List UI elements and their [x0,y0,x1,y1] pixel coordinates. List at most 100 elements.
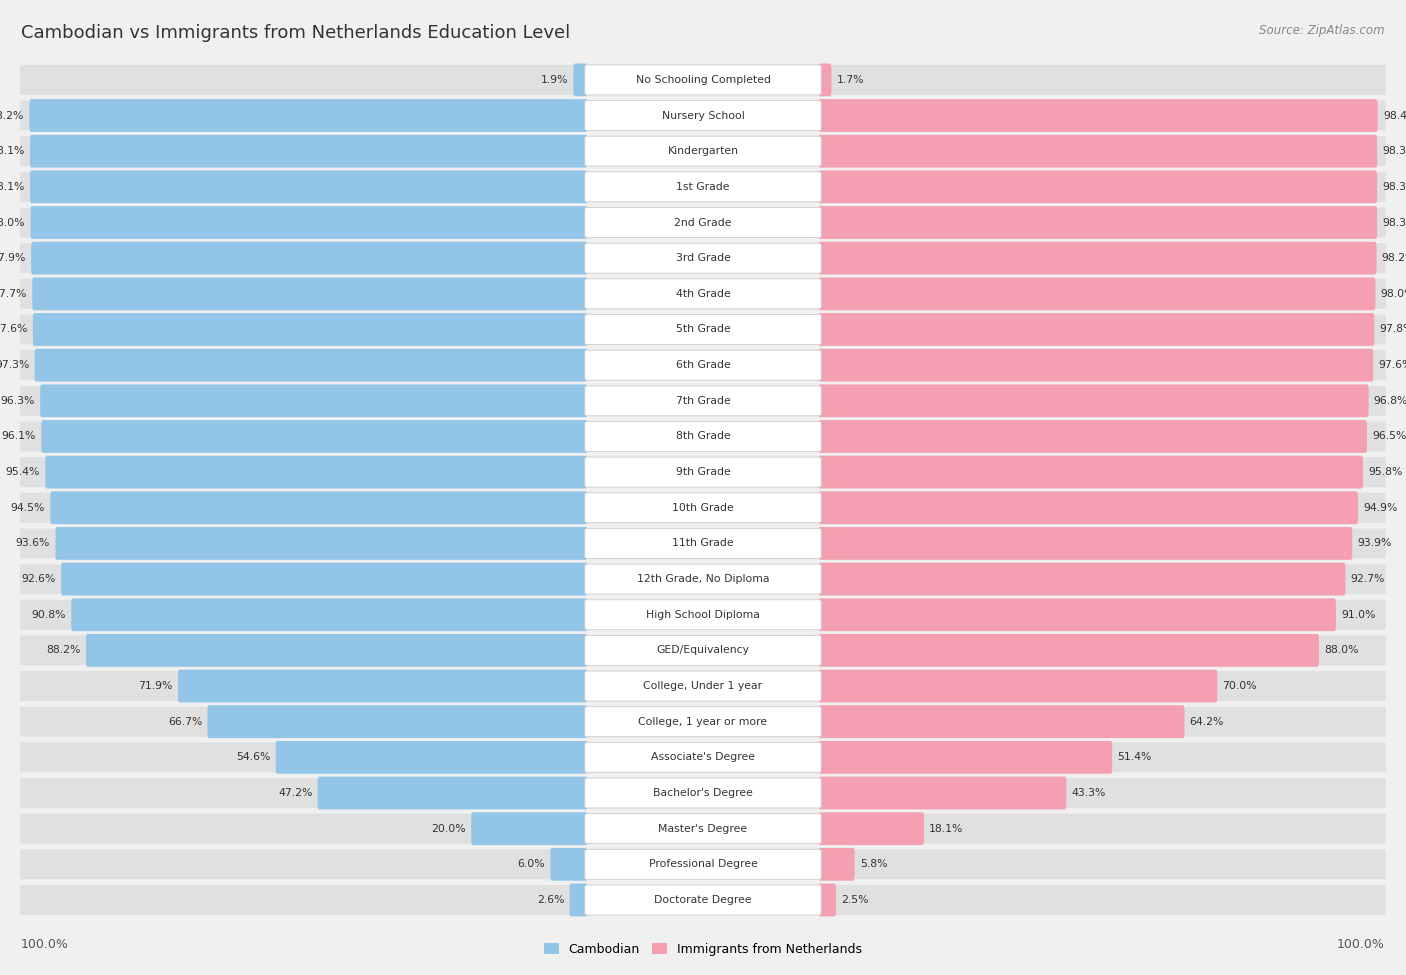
FancyBboxPatch shape [55,527,588,560]
FancyBboxPatch shape [585,350,821,380]
Text: Source: ZipAtlas.com: Source: ZipAtlas.com [1260,24,1385,37]
FancyBboxPatch shape [585,707,821,737]
FancyBboxPatch shape [818,420,1367,452]
Text: 98.3%: 98.3% [1382,146,1406,156]
FancyBboxPatch shape [585,814,821,843]
FancyBboxPatch shape [20,849,1386,879]
Text: 97.6%: 97.6% [1378,360,1406,370]
FancyBboxPatch shape [818,705,1184,738]
FancyBboxPatch shape [818,99,1378,132]
Text: Cambodian vs Immigrants from Netherlands Education Level: Cambodian vs Immigrants from Netherlands… [21,24,571,42]
Legend: Cambodian, Immigrants from Netherlands: Cambodian, Immigrants from Netherlands [538,938,868,961]
FancyBboxPatch shape [51,491,588,525]
FancyBboxPatch shape [585,742,821,772]
Text: 64.2%: 64.2% [1189,717,1225,726]
FancyBboxPatch shape [276,741,588,774]
FancyBboxPatch shape [585,100,821,131]
FancyBboxPatch shape [585,421,821,451]
Text: 20.0%: 20.0% [432,824,465,834]
FancyBboxPatch shape [818,313,1374,346]
FancyBboxPatch shape [45,455,588,488]
Text: 98.1%: 98.1% [0,146,25,156]
FancyBboxPatch shape [20,172,1386,202]
Text: 94.9%: 94.9% [1364,503,1398,513]
Text: Bachelor's Degree: Bachelor's Degree [652,788,754,798]
Text: 88.0%: 88.0% [1324,645,1358,655]
FancyBboxPatch shape [818,455,1362,488]
Text: 98.3%: 98.3% [1382,182,1406,192]
Text: 100.0%: 100.0% [21,938,69,951]
Text: 90.8%: 90.8% [31,609,66,620]
FancyBboxPatch shape [585,386,821,415]
Text: 5.8%: 5.8% [860,859,887,870]
FancyBboxPatch shape [818,278,1375,310]
Text: 98.2%: 98.2% [1382,254,1406,263]
FancyBboxPatch shape [818,812,924,845]
FancyBboxPatch shape [20,386,1386,415]
Text: 93.9%: 93.9% [1357,538,1392,548]
Text: 18.1%: 18.1% [929,824,963,834]
Text: 96.8%: 96.8% [1374,396,1406,406]
Text: 1.9%: 1.9% [541,75,568,85]
FancyBboxPatch shape [20,814,1386,843]
Text: 88.2%: 88.2% [46,645,80,655]
FancyBboxPatch shape [20,65,1386,95]
FancyBboxPatch shape [20,492,1386,523]
FancyBboxPatch shape [585,528,821,559]
Text: 97.9%: 97.9% [0,254,25,263]
Text: Master's Degree: Master's Degree [658,824,748,834]
FancyBboxPatch shape [179,670,588,702]
FancyBboxPatch shape [20,279,1386,309]
FancyBboxPatch shape [585,315,821,344]
FancyBboxPatch shape [574,63,588,97]
FancyBboxPatch shape [20,528,1386,559]
FancyBboxPatch shape [20,315,1386,344]
FancyBboxPatch shape [20,671,1386,701]
FancyBboxPatch shape [585,849,821,879]
FancyBboxPatch shape [31,242,588,275]
FancyBboxPatch shape [818,242,1376,275]
FancyBboxPatch shape [72,599,588,631]
FancyBboxPatch shape [818,563,1346,596]
FancyBboxPatch shape [585,457,821,488]
FancyBboxPatch shape [20,885,1386,915]
Text: 1st Grade: 1st Grade [676,182,730,192]
FancyBboxPatch shape [20,742,1386,772]
FancyBboxPatch shape [585,492,821,523]
FancyBboxPatch shape [818,135,1376,168]
FancyBboxPatch shape [818,206,1376,239]
Text: 97.6%: 97.6% [0,325,28,334]
Text: 97.3%: 97.3% [0,360,30,370]
Text: 71.9%: 71.9% [138,682,173,691]
Text: 95.4%: 95.4% [6,467,39,477]
FancyBboxPatch shape [569,883,588,916]
FancyBboxPatch shape [41,420,588,452]
Text: 10th Grade: 10th Grade [672,503,734,513]
Text: 2.5%: 2.5% [841,895,869,905]
FancyBboxPatch shape [20,243,1386,273]
Text: 96.5%: 96.5% [1372,432,1406,442]
FancyBboxPatch shape [585,136,821,166]
Text: 43.3%: 43.3% [1071,788,1107,798]
FancyBboxPatch shape [32,313,588,346]
FancyBboxPatch shape [585,671,821,701]
Text: 70.0%: 70.0% [1222,682,1257,691]
FancyBboxPatch shape [585,636,821,665]
Text: 2nd Grade: 2nd Grade [675,217,731,227]
FancyBboxPatch shape [818,491,1358,525]
Text: 5th Grade: 5th Grade [676,325,730,334]
FancyBboxPatch shape [585,65,821,95]
Text: 97.8%: 97.8% [1379,325,1406,334]
Text: 93.6%: 93.6% [15,538,51,548]
FancyBboxPatch shape [585,279,821,309]
Text: 98.2%: 98.2% [0,110,24,121]
Text: 98.0%: 98.0% [1381,289,1406,298]
FancyBboxPatch shape [585,565,821,594]
Text: 11th Grade: 11th Grade [672,538,734,548]
Text: 100.0%: 100.0% [1337,938,1385,951]
FancyBboxPatch shape [20,208,1386,238]
Text: Doctorate Degree: Doctorate Degree [654,895,752,905]
FancyBboxPatch shape [31,206,588,239]
FancyBboxPatch shape [818,171,1376,203]
Text: 97.7%: 97.7% [0,289,27,298]
